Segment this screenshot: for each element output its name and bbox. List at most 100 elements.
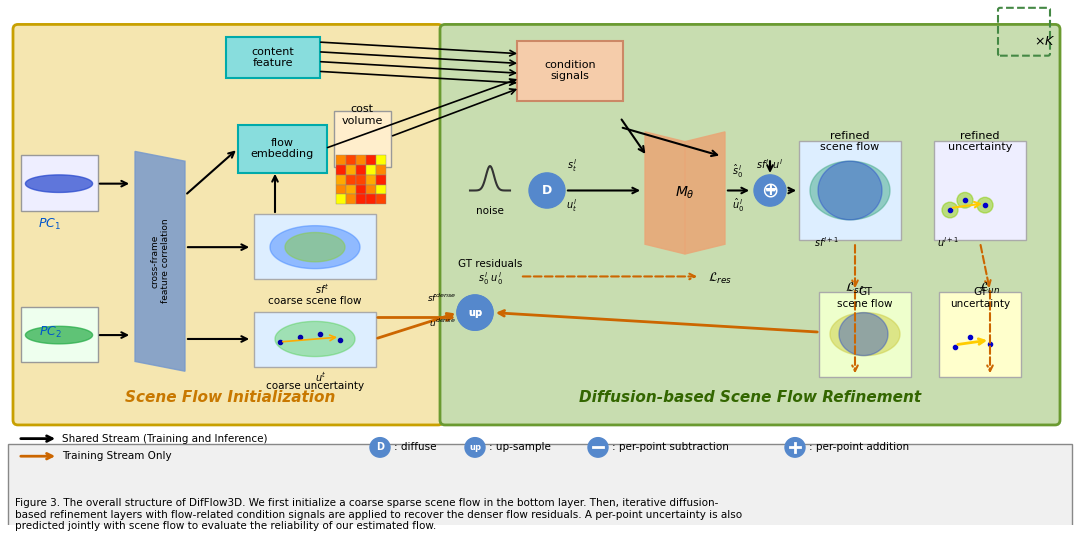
Bar xyxy=(356,155,366,165)
Circle shape xyxy=(457,295,492,330)
Bar xyxy=(366,194,376,204)
Text: Scene Flow Initialization: Scene Flow Initialization xyxy=(125,390,335,405)
Bar xyxy=(346,194,356,204)
Text: $sf^l \;\; u^l$: $sf^l \;\; u^l$ xyxy=(756,157,784,171)
Bar xyxy=(356,185,366,194)
Text: +: + xyxy=(764,182,777,199)
Text: $\mathcal{L}_{sf}$: $\mathcal{L}_{sf}$ xyxy=(846,281,865,296)
Text: coarse uncertainty: coarse uncertainty xyxy=(266,381,364,391)
Text: condition
signals: condition signals xyxy=(544,60,596,81)
Polygon shape xyxy=(285,233,345,262)
Bar xyxy=(376,155,386,165)
Circle shape xyxy=(754,175,786,206)
Text: D: D xyxy=(542,184,552,197)
Text: $\hat{s}_0^{\,l}$: $\hat{s}_0^{\,l}$ xyxy=(732,162,743,179)
FancyBboxPatch shape xyxy=(799,141,901,241)
Text: $u^{dense}$: $u^{dense}$ xyxy=(429,316,456,329)
FancyBboxPatch shape xyxy=(440,24,1059,425)
Circle shape xyxy=(370,438,390,457)
FancyBboxPatch shape xyxy=(226,37,320,78)
Bar xyxy=(356,165,366,175)
Polygon shape xyxy=(26,175,93,192)
Text: : diffuse: : diffuse xyxy=(394,442,436,452)
Text: noise: noise xyxy=(476,206,504,216)
Bar xyxy=(376,185,386,194)
Polygon shape xyxy=(839,313,888,355)
Text: Training Stream Only: Training Stream Only xyxy=(62,451,172,461)
Polygon shape xyxy=(810,161,890,220)
Text: $\mathcal{L}_{res}$: $\mathcal{L}_{res}$ xyxy=(707,271,732,286)
Text: $M_\theta$: $M_\theta$ xyxy=(675,184,694,201)
Polygon shape xyxy=(270,226,360,268)
Circle shape xyxy=(957,192,973,208)
FancyBboxPatch shape xyxy=(238,125,327,173)
Text: coarse scene flow: coarse scene flow xyxy=(268,296,362,306)
Bar xyxy=(376,165,386,175)
Text: $s_t^{\,l}$: $s_t^{\,l}$ xyxy=(567,158,578,175)
Text: GT residuals: GT residuals xyxy=(458,259,523,268)
Polygon shape xyxy=(685,132,725,254)
Circle shape xyxy=(465,438,485,457)
Bar xyxy=(336,175,346,185)
Circle shape xyxy=(942,202,958,218)
Text: $\hat{u}_0^{\,l}$: $\hat{u}_0^{\,l}$ xyxy=(732,197,744,214)
Text: $u^{t}$: $u^{t}$ xyxy=(315,370,326,384)
Bar xyxy=(346,155,356,165)
Bar xyxy=(366,185,376,194)
Bar xyxy=(366,165,376,175)
Polygon shape xyxy=(831,313,900,355)
FancyBboxPatch shape xyxy=(934,141,1026,241)
FancyBboxPatch shape xyxy=(21,155,98,211)
Text: cost
volume: cost volume xyxy=(341,105,382,126)
Text: : per-point addition: : per-point addition xyxy=(809,442,909,452)
Text: $sf^{dense}$: $sf^{dense}$ xyxy=(427,292,456,304)
Bar xyxy=(366,155,376,165)
Text: $\times K$: $\times K$ xyxy=(1035,34,1056,48)
FancyBboxPatch shape xyxy=(254,214,376,279)
Bar xyxy=(346,175,356,185)
Text: : up-sample: : up-sample xyxy=(489,442,551,452)
Bar xyxy=(346,185,356,194)
FancyBboxPatch shape xyxy=(13,24,443,425)
Text: Diffusion-based Scene Flow Refinement: Diffusion-based Scene Flow Refinement xyxy=(579,390,921,405)
Bar xyxy=(376,194,386,204)
FancyBboxPatch shape xyxy=(8,445,1072,527)
Circle shape xyxy=(457,295,492,330)
Circle shape xyxy=(529,173,565,208)
Text: up: up xyxy=(469,443,481,452)
Text: ⊕: ⊕ xyxy=(761,180,779,200)
Bar xyxy=(356,175,366,185)
Text: $u^{l+1}$: $u^{l+1}$ xyxy=(936,235,959,249)
Text: Shared Stream (Training and Inference): Shared Stream (Training and Inference) xyxy=(62,433,268,444)
Text: Figure 3. The overall structure of DifFlow3D. We first initialize a coarse spars: Figure 3. The overall structure of DifFl… xyxy=(15,498,742,532)
Polygon shape xyxy=(818,161,882,220)
Text: : per-point subtraction: : per-point subtraction xyxy=(612,442,729,452)
Bar xyxy=(376,175,386,185)
Text: up: up xyxy=(468,308,482,317)
Bar xyxy=(336,194,346,204)
Text: flow
embedding: flow embedding xyxy=(251,137,313,159)
Text: $PC_2$: $PC_2$ xyxy=(39,324,62,340)
Text: GT
uncertainty: GT uncertainty xyxy=(950,287,1010,309)
Circle shape xyxy=(977,197,993,213)
Text: GT
scene flow: GT scene flow xyxy=(837,287,893,309)
Text: $sf^{t}$: $sf^{t}$ xyxy=(315,282,329,296)
Polygon shape xyxy=(645,132,685,254)
Bar xyxy=(346,165,356,175)
Bar xyxy=(366,175,376,185)
Polygon shape xyxy=(26,326,93,344)
Text: $s_0^{\,l}\ u_0^{\,l}$: $s_0^{\,l}\ u_0^{\,l}$ xyxy=(477,270,502,287)
Circle shape xyxy=(785,438,805,457)
FancyBboxPatch shape xyxy=(254,311,376,367)
Text: up: up xyxy=(468,308,482,317)
Text: content
feature: content feature xyxy=(252,47,295,68)
Bar xyxy=(356,194,366,204)
FancyBboxPatch shape xyxy=(939,292,1021,377)
Bar xyxy=(336,165,346,175)
Polygon shape xyxy=(275,322,355,357)
Text: refined
uncertainty: refined uncertainty xyxy=(948,131,1012,153)
Text: $sf^{l+1}$: $sf^{l+1}$ xyxy=(814,235,839,249)
Text: D: D xyxy=(376,442,384,452)
FancyBboxPatch shape xyxy=(819,292,912,377)
FancyBboxPatch shape xyxy=(21,307,98,362)
